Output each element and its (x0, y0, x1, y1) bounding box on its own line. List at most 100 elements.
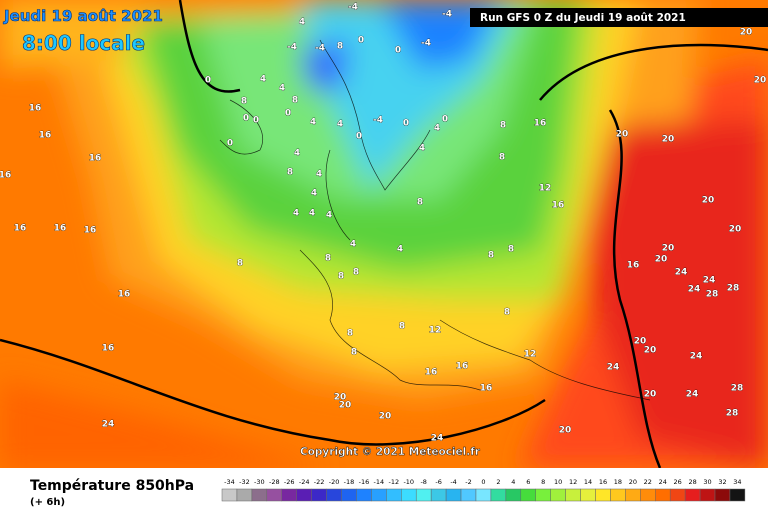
scale-swatch (535, 488, 551, 502)
contour-label: 24 (431, 434, 444, 444)
color-scale: -34 -32 -30 -28 -26 -24 -22 -20 -18 -16 -14 -12 -10-… (221, 478, 746, 502)
contour-label: -4 (442, 10, 452, 20)
contour-label: 16 (456, 362, 469, 372)
scale-swatch (565, 488, 581, 502)
scale-swatch (266, 488, 283, 502)
scale-label: -28 (269, 478, 280, 486)
scale-label: 16 (599, 478, 607, 486)
scale-swatch (221, 488, 238, 502)
scale-label: 12 (569, 478, 577, 486)
contour-label: 0 (442, 115, 448, 125)
scale-label: 32 (718, 478, 726, 486)
scale-label: -30 (254, 478, 265, 486)
contour-label: 4 (434, 124, 440, 134)
scale-swatch (520, 488, 536, 502)
contour-label: 16 (39, 131, 52, 141)
scale-label: -10 (403, 478, 414, 486)
contour-label: 12 (524, 350, 537, 360)
contour-label: 0 (356, 132, 362, 142)
contour-label: 8 (325, 254, 331, 264)
coastlines (219, 39, 651, 401)
scale-label: -16 (359, 478, 370, 486)
scale-swatch (640, 488, 656, 502)
contour-label: 4 (397, 245, 403, 255)
scale-label: 30 (703, 478, 711, 486)
scale-swatch (595, 488, 611, 502)
contour-label: 0 (205, 76, 211, 86)
contour-label: 4 (310, 118, 316, 128)
contour-label: 4 (316, 170, 322, 180)
contour-label: 20 (634, 337, 647, 347)
scale-label: 20 (629, 478, 637, 486)
contour-label: 8 (347, 329, 353, 339)
contour-label: 28 (727, 284, 740, 294)
contour-label: 20 (559, 426, 572, 436)
scale-swatch (356, 488, 372, 502)
scale-label: -26 (284, 478, 295, 486)
contour-label: 8 (417, 198, 423, 208)
contour-label: 28 (706, 290, 719, 300)
scale-label: -20 (329, 478, 340, 486)
isotherm-16-20 (0, 0, 768, 468)
scale-swatch (610, 488, 626, 502)
contour-label: 16 (534, 119, 547, 129)
scale-swatch (401, 488, 417, 502)
contour-label: 8 (338, 272, 344, 282)
contour-label: 8 (499, 153, 505, 163)
contour-label: 4 (293, 209, 299, 219)
contour-label: 4 (294, 149, 300, 159)
scale-swatch (699, 488, 716, 502)
contour-label: 24 (607, 363, 620, 373)
scale-label: -2 (465, 478, 471, 486)
scale-swatch (669, 488, 686, 502)
contour-label: -4 (315, 44, 325, 54)
contour-label: 20 (655, 255, 668, 265)
contour-label: 16 (102, 344, 115, 354)
scale-swatch (550, 488, 566, 502)
contour-label: -4 (373, 116, 383, 126)
contour-label: 20 (644, 390, 657, 400)
footer-lead: (+ 6h) (30, 497, 65, 508)
contour-label: 0 (403, 119, 409, 129)
contour-label: 20 (662, 135, 675, 145)
contour-label: 12 (539, 184, 552, 194)
scale-swatch (460, 488, 477, 502)
scale-swatch (580, 488, 596, 502)
contour-label: 16 (118, 290, 131, 300)
scale-label: 4 (511, 478, 515, 486)
scale-label: -6 (435, 478, 441, 486)
contour-label: 8 (508, 245, 514, 255)
scale-label: 0 (481, 478, 485, 486)
run-label: Run GFS 0 Z du Jeudi 19 août 2021 (480, 12, 686, 24)
scale-swatch (430, 488, 447, 502)
scale-label: 28 (688, 478, 696, 486)
contour-label: 8 (287, 168, 293, 178)
scale-label: 14 (584, 478, 592, 486)
contour-label: 20 (754, 76, 767, 86)
contour-label: 12 (429, 326, 442, 336)
contour-label: 20 (379, 412, 392, 422)
contour-label: 0 (285, 109, 291, 119)
scale-swatch (490, 488, 507, 502)
contour-label: 4 (279, 84, 285, 94)
contour-label: 16 (84, 226, 97, 236)
contour-label: 0 (358, 36, 364, 46)
contour-label: 20 (334, 393, 347, 403)
contour-label: 16 (54, 224, 67, 234)
contour-label: 28 (731, 384, 744, 394)
scale-swatch (714, 488, 731, 502)
contour-label: -4 (287, 43, 297, 53)
contour-label: 4 (350, 240, 356, 250)
contour-label: 4 (419, 144, 425, 154)
contour-label: 16 (0, 171, 11, 181)
scale-label: -18 (344, 478, 355, 486)
run-box (470, 8, 768, 27)
scale-label: 18 (614, 478, 622, 486)
scale-swatch (341, 488, 357, 502)
scale-swatch (655, 488, 671, 502)
contour-label: 8 (337, 42, 343, 52)
contour-label: 8 (292, 96, 298, 106)
scale-label: -32 (239, 478, 250, 486)
